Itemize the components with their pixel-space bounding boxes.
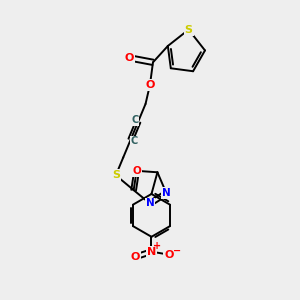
Text: −: − — [173, 246, 181, 256]
Text: N: N — [147, 247, 156, 256]
Text: +: + — [153, 241, 161, 251]
Text: N: N — [162, 188, 171, 198]
Text: O: O — [164, 250, 173, 260]
Text: C: C — [131, 115, 139, 125]
Text: O: O — [132, 166, 141, 176]
Text: O: O — [130, 252, 140, 262]
Text: C: C — [130, 136, 137, 146]
Text: S: S — [112, 170, 120, 180]
Text: S: S — [184, 25, 193, 34]
Text: N: N — [146, 199, 154, 208]
Text: O: O — [124, 53, 134, 63]
Text: O: O — [145, 80, 155, 90]
